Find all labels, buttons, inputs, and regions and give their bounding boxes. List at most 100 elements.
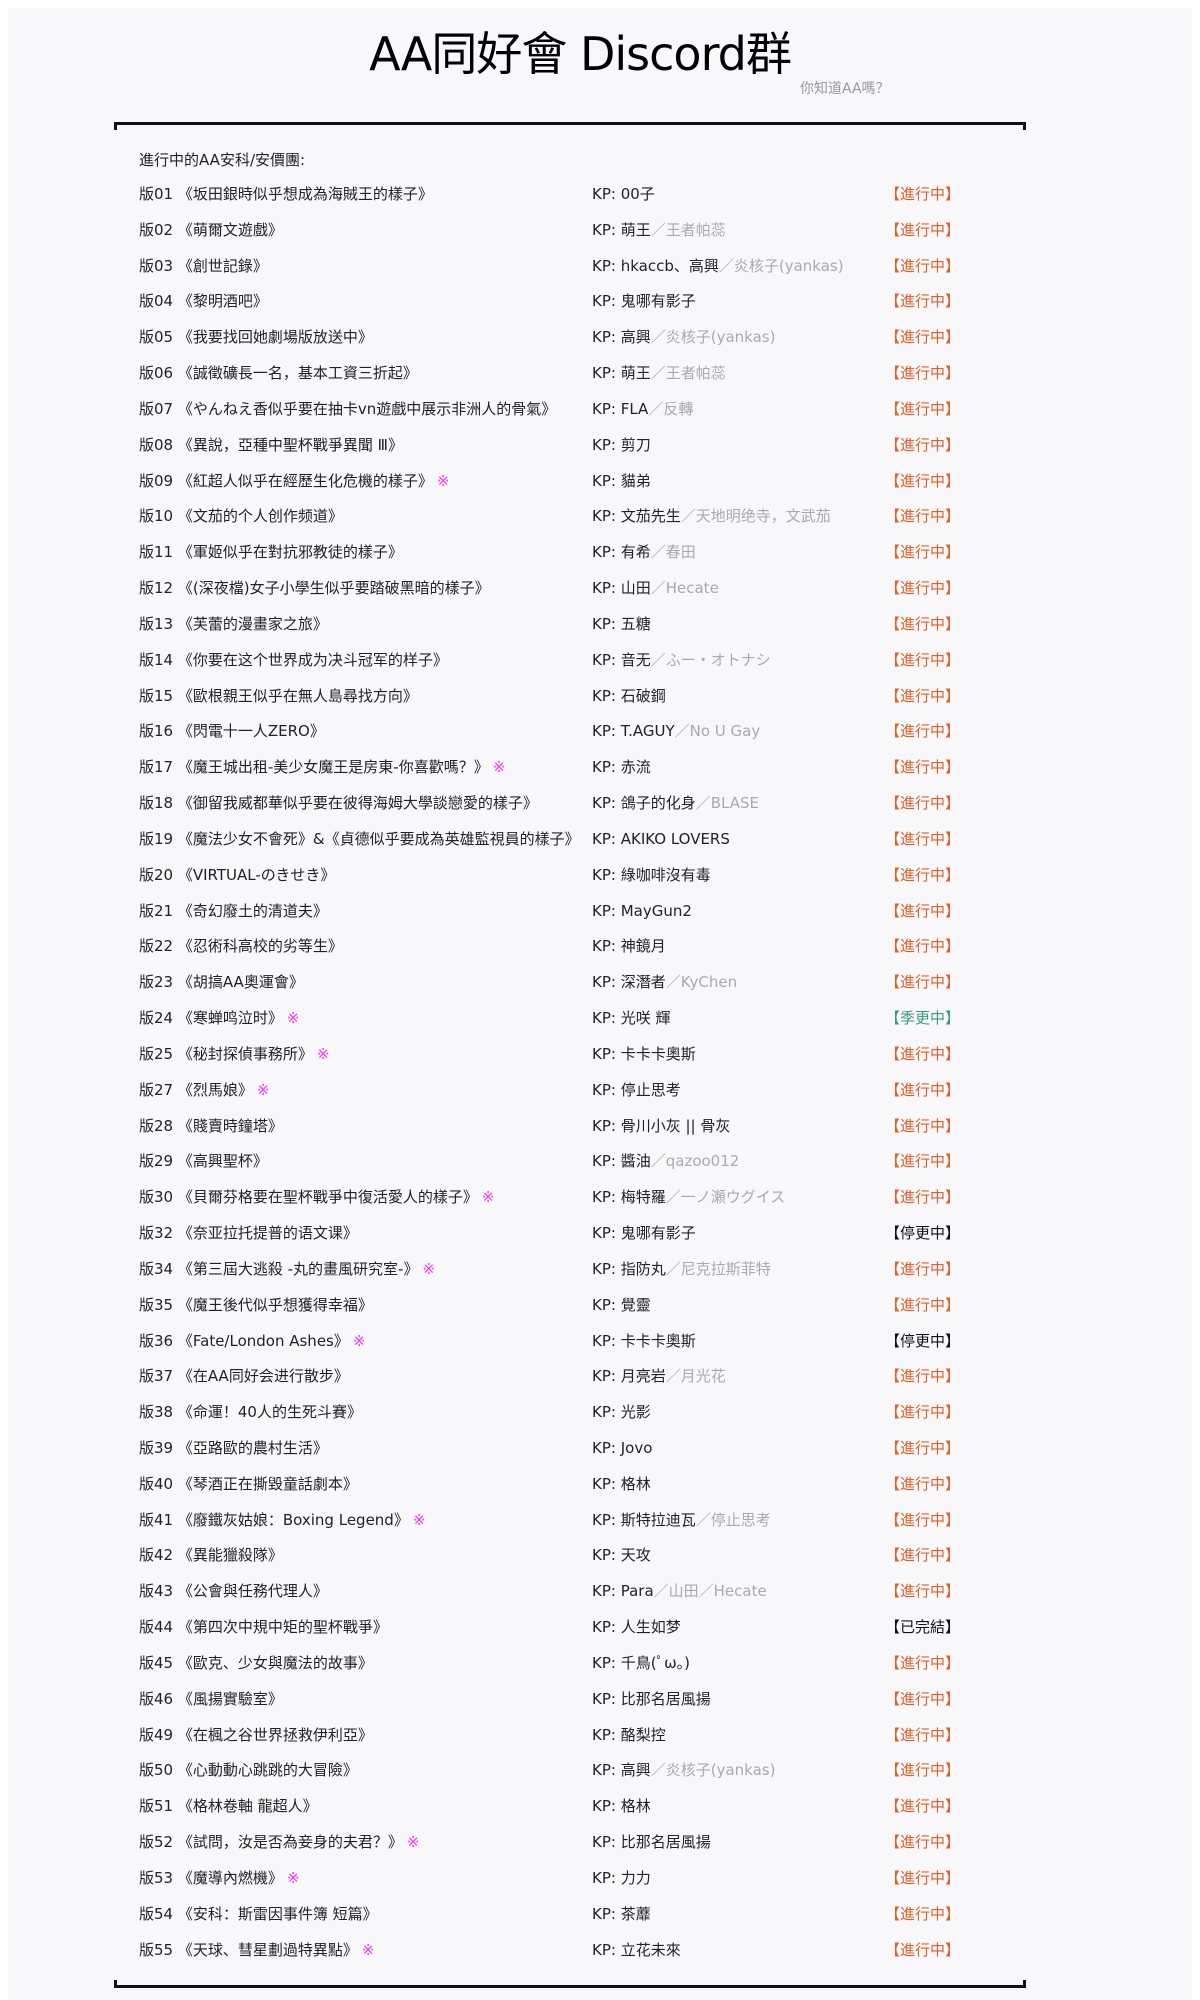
status-badge: 【進行中】 bbox=[885, 1940, 961, 1959]
session-number: 版35 bbox=[139, 1295, 174, 1314]
table-row: 版44 《第四次中規中矩的聖杯戰爭》 KP: 人生如梦 【已完結】 bbox=[0, 1617, 1200, 1653]
status-badge: 【進行中】 bbox=[885, 1797, 961, 1816]
session-name[interactable]: 版54 《安科：斯雷因事件簿 短篇》 bbox=[139, 1904, 378, 1924]
session-name[interactable]: 版29 《高興聖杯》 bbox=[139, 1151, 268, 1171]
session-name[interactable]: 版14 《你要在这个世界成为决斗冠军的样子》 bbox=[139, 650, 448, 670]
kp-info: KP: 停止思考 bbox=[592, 1080, 681, 1100]
session-name[interactable]: 版03 《創世記錄》 bbox=[139, 256, 268, 276]
session-name[interactable]: 版43 《公會與任務代理人》 bbox=[139, 1581, 328, 1601]
status-badge: 【進行中】 bbox=[885, 1188, 961, 1207]
kp-name: 貓弟 bbox=[620, 471, 651, 490]
session-name[interactable]: 版38 《命運！40人的生死斗賽》 bbox=[139, 1402, 362, 1422]
session-name[interactable]: 版39 《亞路歐的農村生活》 bbox=[139, 1438, 328, 1458]
session-name[interactable]: 版30 《貝爾芬格要在聖杯戰爭中復活愛人的樣子》 ※ bbox=[139, 1187, 494, 1207]
session-name[interactable]: 版12 《(深夜檔)女子小學生似乎要踏破黑暗的樣子》 bbox=[139, 578, 490, 598]
session-name[interactable]: 版40 《琴酒正在撕毀童話劇本》 bbox=[139, 1474, 358, 1494]
session-number: 版18 bbox=[139, 794, 174, 813]
table-row: 版20 《VIRTUAL-のきせき》 KP: 綠咖啡沒有毒 【進行中】 bbox=[0, 865, 1200, 901]
session-name[interactable]: 版50 《心動動心跳跳的大冒險》 bbox=[139, 1760, 358, 1780]
session-name[interactable]: 版37 《在AA同好会进行散步》 bbox=[139, 1366, 349, 1386]
session-name[interactable]: 版02 《萌爾文遊戲》 bbox=[139, 220, 283, 240]
kp-label: KP: bbox=[592, 1188, 621, 1207]
kp-alias: ／春田 bbox=[650, 543, 696, 562]
session-name[interactable]: 版08 《異說，亞種中聖杯戰爭異聞 Ⅲ》 bbox=[139, 435, 403, 455]
session-number: 版02 bbox=[139, 220, 174, 239]
session-number: 版04 bbox=[139, 292, 174, 311]
session-name[interactable]: 版13 《芙蕾的漫畫家之旅》 bbox=[139, 614, 328, 634]
session-name[interactable]: 版21 《奇幻廢土的清道夫》 bbox=[139, 901, 328, 921]
session-name[interactable]: 版18 《御留我威都華似乎要在彼得海姆大學談戀愛的樣子》 bbox=[139, 793, 538, 813]
session-name[interactable]: 版35 《魔王後代似乎想獲得幸福》 bbox=[139, 1295, 373, 1315]
session-name[interactable]: 版06 《誠徵礦長一名，基本工資三折起》 bbox=[139, 363, 418, 383]
session-name[interactable]: 版34 《第三屆大逃殺 -丸的畫風研究室-》 ※ bbox=[139, 1259, 435, 1279]
session-name[interactable]: 版16 《閃電十一人ZERO》 bbox=[139, 721, 325, 741]
session-name[interactable]: 版42 《異能獵殺隊》 bbox=[139, 1545, 283, 1565]
session-title: 《格林卷軸 龍超人》 bbox=[177, 1797, 318, 1816]
session-name[interactable]: 版53 《魔導內燃機》 ※ bbox=[139, 1868, 299, 1888]
status-badge: 【進行中】 bbox=[885, 1868, 961, 1887]
kp-label: KP: bbox=[592, 758, 621, 777]
note-mark-icon: ※ bbox=[286, 1868, 300, 1887]
table-row: 版08 《異說，亞種中聖杯戰爭異聞 Ⅲ》 KP: 剪刀 【進行中】 bbox=[0, 435, 1200, 471]
table-row: 版13 《芙蕾的漫畫家之旅》 KP: 五糖 【進行中】 bbox=[0, 614, 1200, 650]
status-badge: 【進行中】 bbox=[885, 758, 961, 777]
kp-name: 梅特羅 bbox=[620, 1188, 666, 1207]
session-name[interactable]: 版36 《Fate/London Ashes》 ※ bbox=[139, 1331, 365, 1351]
kp-alias: ／ふー・オトナシ bbox=[650, 650, 771, 669]
session-name[interactable]: 版32 《奈亚拉托提普的语文课》 bbox=[139, 1223, 358, 1243]
kp-label: KP: bbox=[592, 543, 621, 562]
kp-label: KP: bbox=[592, 1224, 621, 1243]
kp-name: 五糖 bbox=[620, 614, 651, 633]
session-name[interactable]: 版15 《歐根親王似乎在無人島尋找方向》 bbox=[139, 686, 418, 706]
session-name[interactable]: 版04 《黎明酒吧》 bbox=[139, 291, 268, 311]
session-name[interactable]: 版11 《軍姬似乎在對抗邪教徒的樣子》 bbox=[139, 542, 403, 562]
session-number: 版20 bbox=[139, 865, 174, 884]
kp-info: KP: 赤流 bbox=[592, 757, 651, 777]
kp-label: KP: bbox=[592, 865, 621, 884]
kp-label: KP: bbox=[592, 507, 621, 526]
session-name[interactable]: 版24 《寒蝉鸣泣时》 ※ bbox=[139, 1008, 299, 1028]
session-name[interactable]: 版28 《賤賣時鐘塔》 bbox=[139, 1116, 283, 1136]
kp-name: 比那名居風揚 bbox=[620, 1833, 711, 1852]
session-name[interactable]: 版46 《風揚實驗室》 bbox=[139, 1689, 283, 1709]
kp-info: KP: 比那名居風揚 bbox=[592, 1689, 711, 1709]
session-name[interactable]: 版07 《やんねえ香似乎要在抽卡vn遊戲中展示非洲人的骨氣》 bbox=[139, 399, 556, 419]
kp-name: 神鏡月 bbox=[620, 937, 666, 956]
status-badge: 【進行中】 bbox=[885, 220, 961, 239]
session-name[interactable]: 版23 《胡搞AA奧運會》 bbox=[139, 972, 304, 992]
kp-label: KP: bbox=[592, 1833, 621, 1852]
session-name[interactable]: 版10 《文茄的个人创作频道》 bbox=[139, 506, 343, 526]
session-name[interactable]: 版09 《紅超人似乎在經歷生化危機的樣子》 ※ bbox=[139, 471, 449, 491]
session-name[interactable]: 版52 《試問，汝是否為妾身的夫君？》 ※ bbox=[139, 1832, 419, 1852]
session-title: 《魔王後代似乎想獲得幸福》 bbox=[177, 1295, 373, 1314]
kp-alias: ／停止思考 bbox=[695, 1510, 771, 1529]
session-name[interactable]: 版05 《我要找回她劇場版放送中》 bbox=[139, 327, 373, 347]
kp-name: 山田 bbox=[620, 579, 651, 598]
session-name[interactable]: 版27 《烈馬娘》 ※ bbox=[139, 1080, 269, 1100]
session-name[interactable]: 版01 《坂田銀時似乎想成為海賊王的樣子》 bbox=[139, 184, 433, 204]
kp-info: KP: 比那名居風揚 bbox=[592, 1832, 711, 1852]
session-name[interactable]: 版51 《格林卷軸 龍超人》 bbox=[139, 1796, 318, 1816]
page-title: AA同好會 Discord群 bbox=[369, 27, 792, 81]
kp-alias: ／天地明绝寺，文武茄 bbox=[680, 507, 831, 526]
session-name[interactable]: 版25 《秘封探偵事務所》 ※ bbox=[139, 1044, 329, 1064]
kp-info: KP: 神鏡月 bbox=[592, 936, 666, 956]
session-title: 《坂田銀時似乎想成為海賊王的樣子》 bbox=[177, 185, 433, 203]
session-name[interactable]: 版19 《魔法少女不會死》&《貞德似乎要成為英雄監視員的樣子》 bbox=[139, 829, 580, 849]
session-title: 《試問，汝是否為妾身的夫君？》 bbox=[177, 1833, 403, 1852]
status-badge: 【進行中】 bbox=[885, 1546, 961, 1565]
session-name[interactable]: 版44 《第四次中規中矩的聖杯戰爭》 bbox=[139, 1617, 388, 1637]
session-name[interactable]: 版49 《在楓之谷世界拯救伊利亞》 bbox=[139, 1725, 373, 1745]
kp-label: KP: bbox=[592, 1940, 621, 1959]
kp-info: KP: 文茄先生／天地明绝寺，文武茄 bbox=[592, 506, 831, 526]
session-name[interactable]: 版45 《歐克、少女與魔法的故事》 bbox=[139, 1653, 373, 1673]
session-name[interactable]: 版22 《忍術科高校的劣等生》 bbox=[139, 936, 343, 956]
session-name[interactable]: 版55 《天球、彗星劃過特異點》 ※ bbox=[139, 1940, 374, 1960]
kp-name: 石破鋼 bbox=[620, 686, 666, 705]
session-number: 版37 bbox=[139, 1367, 174, 1386]
session-title: 《奇幻廢土的清道夫》 bbox=[177, 901, 328, 920]
status-badge: 【進行中】 bbox=[885, 435, 961, 454]
session-name[interactable]: 版17 《魔王城出租-美少女魔王是房東-你喜歡嗎？》 ※ bbox=[139, 757, 505, 777]
session-name[interactable]: 版41 《廢鐵灰姑娘：Boxing Legend》 ※ bbox=[139, 1510, 425, 1530]
session-name[interactable]: 版20 《VIRTUAL-のきせき》 bbox=[139, 865, 335, 885]
